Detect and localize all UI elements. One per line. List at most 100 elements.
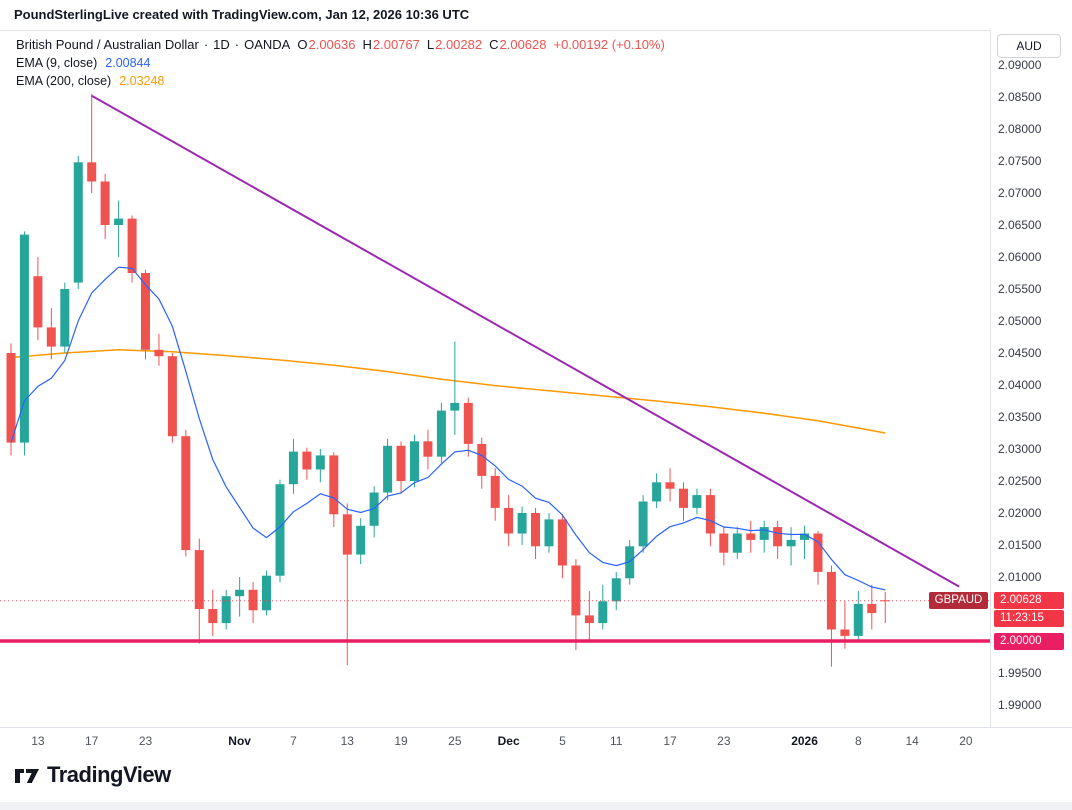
candle-body (248, 589, 258, 611)
candle-body (786, 539, 796, 547)
candle-body (221, 596, 231, 624)
credit-line: PoundSterlingLive created with TradingVi… (14, 7, 470, 22)
candle-body (732, 533, 742, 553)
price-axis-label: 2.09000 (998, 58, 1042, 72)
candle-body (6, 353, 16, 443)
candle-body (571, 565, 581, 616)
price-axis-label: 2.05000 (998, 314, 1042, 328)
price-axis-label: 2.02500 (998, 474, 1042, 488)
candle-body (19, 234, 29, 443)
tradingview-wordmark: TradingView (47, 762, 171, 787)
price-axis-label: 2.05500 (998, 282, 1042, 296)
candle-body (840, 629, 850, 636)
ohlc-letter: L (426, 37, 435, 52)
symbol-title[interactable]: British Pound / Australian Dollar (16, 37, 199, 52)
symbol-interval[interactable]: 1D (213, 37, 230, 52)
candle-body (679, 488, 688, 508)
candle-body (800, 533, 809, 540)
candle-body (853, 603, 863, 636)
legend-separator: · (203, 37, 209, 52)
candle-body (356, 525, 366, 555)
candle-body (194, 550, 204, 609)
candle-body (867, 603, 877, 614)
ema9-line[interactable] (10, 266, 886, 591)
candle-body (127, 218, 137, 273)
ema9-legend-row[interactable]: EMA (9, close) 2.00844 (16, 54, 665, 72)
candle-body (504, 507, 514, 534)
time-axis[interactable]: 13 17 23 Nov 7 13 19 25 Dec 5 11 17 23 2026 8 14 20 (0, 727, 1072, 754)
time-axis-label: 19 (394, 734, 408, 748)
candle-body (73, 162, 83, 283)
footer-brand[interactable]: TradingView (14, 762, 171, 788)
ema200-label[interactable]: EMA (200, close) (16, 74, 112, 88)
price-axis-label: 2.04000 (998, 378, 1042, 392)
time-axis-label: 23 (138, 734, 153, 748)
symbol-legend-row[interactable]: British Pound / Australian Dollar · 1D · OAN… (16, 36, 665, 54)
change-value: +0.00192 (+0.10%) (553, 37, 665, 52)
candle-body (181, 436, 191, 551)
time-axis-label: Nov (228, 734, 251, 748)
candle-body (557, 519, 567, 566)
candle-body (611, 578, 621, 602)
ohlc-value: 2.00628 (499, 37, 547, 52)
candle-body (423, 441, 433, 457)
time-axis-label: 13 (31, 734, 45, 748)
candle-body (315, 455, 325, 470)
candle-body (531, 513, 540, 547)
price-axis[interactable]: AUD 2.09000 2.08500 2.08000 2.07500 2.07000 2… (990, 30, 1072, 753)
ema200-line[interactable] (10, 349, 886, 434)
time-axis-label: 17 (85, 734, 99, 748)
price-axis-label: 2.02000 (998, 506, 1042, 520)
candle-body (141, 273, 150, 350)
price-axis-label: 2.07000 (998, 186, 1042, 200)
candle-body (114, 218, 124, 225)
candle-body (759, 527, 769, 540)
time-axis-label: 20 (959, 734, 973, 748)
candle-body (208, 609, 218, 624)
candle-body (490, 475, 500, 508)
currency-button[interactable]: AUD (997, 34, 1061, 58)
price-axis-label: 1.99500 (998, 666, 1042, 680)
price-axis-label: 2.06000 (998, 250, 1042, 264)
price-axis-label: 2.08500 (998, 90, 1042, 104)
ema9-label[interactable]: EMA (9, close) (16, 56, 98, 70)
time-axis-label: 14 (905, 734, 919, 748)
candle-body (235, 589, 245, 597)
last-price-badge: 2.00628 (994, 592, 1064, 610)
ohlc-letter: H (362, 37, 372, 52)
price-axis-label: 2.01000 (998, 570, 1042, 584)
symbol-exchange[interactable]: OANDA (244, 37, 291, 52)
ema200-legend-row[interactable]: EMA (200, close) 2.03248 (16, 72, 665, 90)
time-axis-label: 5 (559, 734, 566, 748)
footer-divider-strip (0, 802, 1072, 810)
time-axis-label: 8 (855, 734, 862, 748)
candle-body (369, 492, 379, 526)
candle-body (33, 276, 43, 328)
chart-top-divider (0, 30, 1072, 31)
candle-body (813, 533, 823, 572)
candle-body (383, 445, 393, 493)
candle-body (880, 600, 890, 602)
candle-body (517, 513, 527, 534)
ema9-value: 2.00844 (105, 56, 151, 70)
price-axis-label: 2.06500 (998, 218, 1042, 232)
price-axis-label: 1.99000 (998, 698, 1042, 712)
candle-body (719, 533, 729, 553)
symbol-price-label-badge[interactable]: GBPAUD (929, 592, 988, 610)
legend-separator: · (234, 37, 240, 52)
time-axis-label: 7 (290, 734, 297, 748)
candle-body (167, 356, 177, 437)
trendline-drawing[interactable] (91, 94, 960, 588)
candle-body (598, 601, 608, 624)
ohlc-letter: C (489, 37, 499, 52)
time-axis-label: 23 (717, 734, 731, 748)
candle-body (450, 402, 460, 411)
time-axis-label: Dec (497, 734, 520, 748)
support-level-badge: 2.00000 (994, 632, 1064, 650)
ohlc-letter: O (297, 37, 308, 52)
price-axis-label: 2.01500 (998, 538, 1042, 552)
candle-body (436, 410, 446, 457)
candle-body (396, 445, 406, 481)
candlestick-chart[interactable] (0, 0, 990, 753)
time-axis-label: 2026 (791, 734, 818, 748)
